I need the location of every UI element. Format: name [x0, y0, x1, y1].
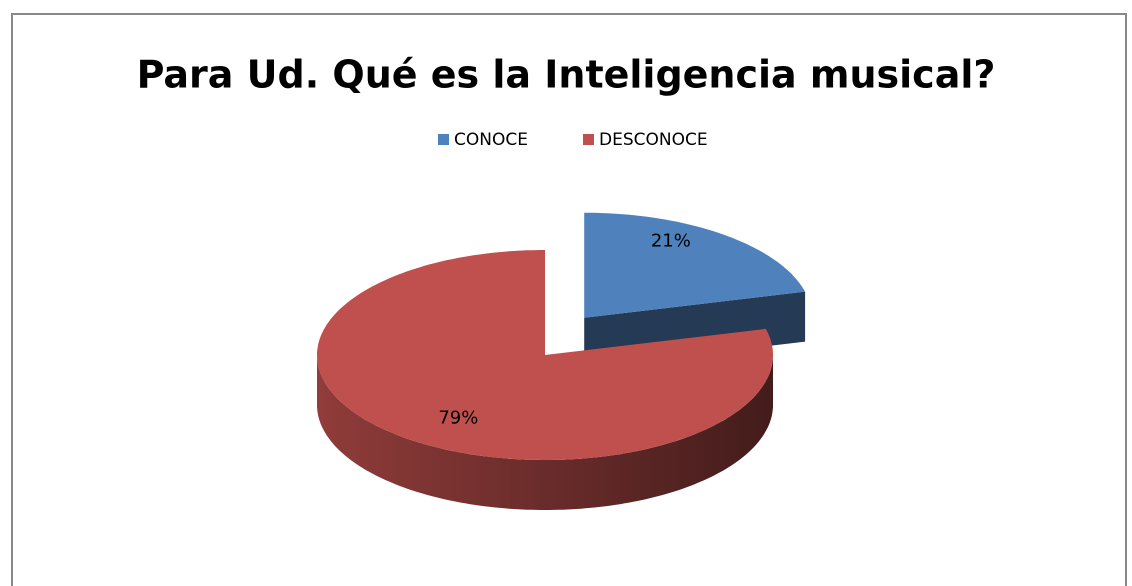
legend-swatch [583, 134, 594, 145]
slice-side [317, 355, 773, 510]
legend-label: DESCONOCE [599, 130, 708, 150]
chart-title: Para Ud. Qué es la Inteligencia musical? [137, 53, 996, 97]
slice-top [584, 212, 806, 318]
pie-slice [317, 250, 773, 510]
legend-label: CONOCE [454, 130, 528, 150]
slice-top [317, 250, 773, 460]
data-label: 21% [651, 230, 691, 251]
legend-swatch [438, 134, 449, 145]
data-label: 79% [438, 407, 478, 428]
